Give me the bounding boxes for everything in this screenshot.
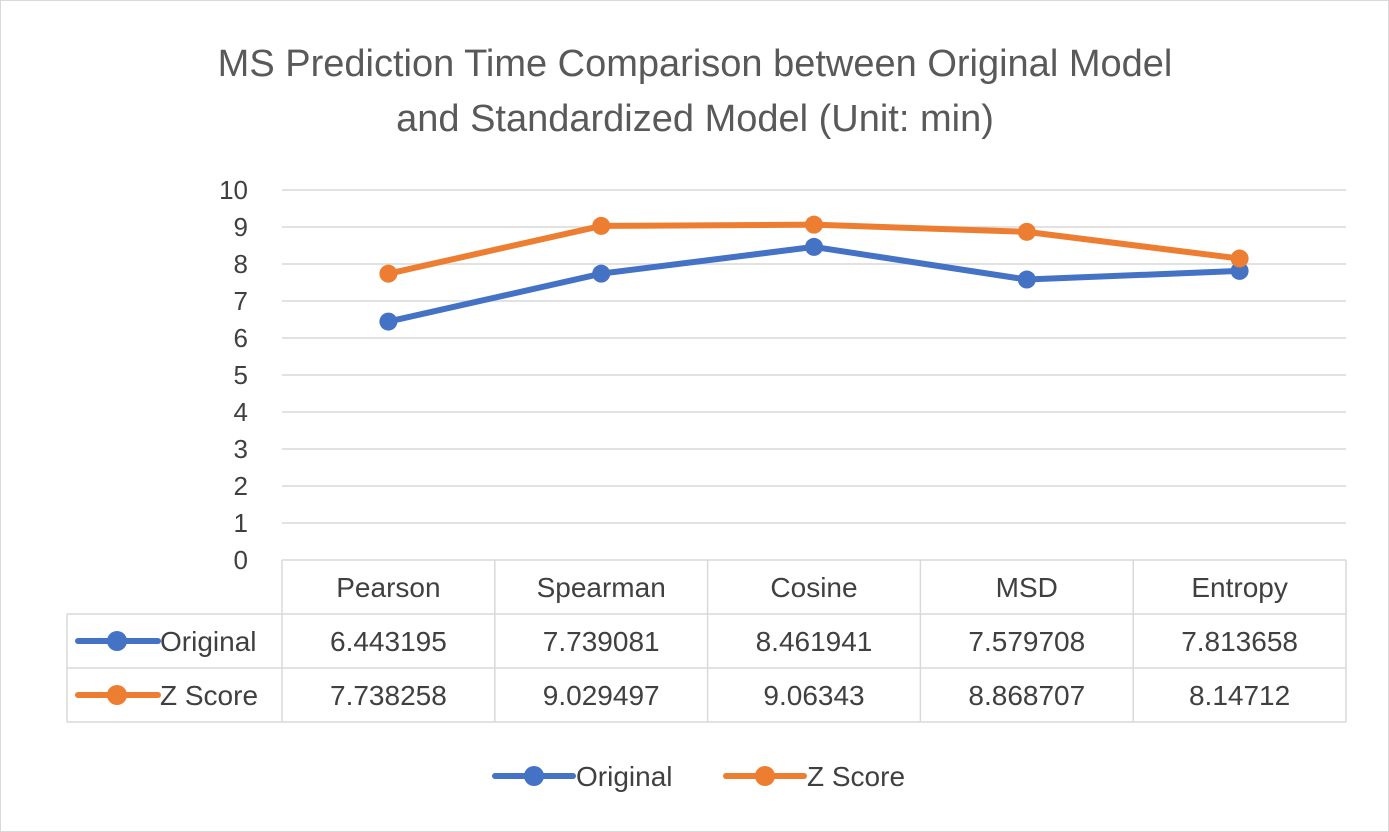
y-tick-label: 3 — [234, 434, 248, 464]
legend-key-marker — [107, 631, 127, 651]
data-point — [1017, 270, 1036, 289]
table-legend-key — [75, 631, 161, 651]
data-table: Pearson Spearman Cosine MSD Entropy Original 6… — [66, 559, 1347, 723]
table-value-cell: 7.738258 — [330, 680, 447, 711]
table-legend-key — [75, 685, 161, 705]
y-tick-label: 7 — [234, 286, 248, 316]
data-point — [1017, 222, 1036, 241]
category-label: MSD — [996, 572, 1058, 603]
data-point — [379, 264, 398, 283]
category-label: Entropy — [1191, 572, 1288, 603]
table-value-cell: 7.813658 — [1181, 626, 1298, 657]
table-value-cell: 8.868707 — [968, 680, 1085, 711]
y-tick-label: 9 — [234, 212, 248, 242]
legend-item: Original — [492, 761, 672, 792]
y-tick-label: 8 — [234, 249, 248, 279]
table-series-name: Original — [160, 626, 256, 657]
legend-key-marker — [107, 685, 127, 705]
y-tick-label: 1 — [234, 508, 248, 538]
table-value-cell: 7.579708 — [968, 626, 1085, 657]
series-lines — [379, 215, 1249, 331]
table-value-cell: 6.443195 — [330, 626, 447, 657]
y-tick-label: 2 — [234, 471, 248, 501]
legend-item: Z Score — [723, 761, 905, 792]
chart-title-line-2: and Standardized Model (Unit: min) — [396, 98, 994, 140]
legend-label: Original — [576, 761, 672, 792]
y-tick-label: 10 — [219, 175, 248, 205]
table-value-cell: 9.06343 — [763, 680, 864, 711]
data-point — [592, 264, 611, 283]
data-point — [805, 215, 823, 234]
y-tick-label: 4 — [234, 397, 248, 427]
category-label: Spearman — [537, 572, 666, 603]
table-value-cell: 7.739081 — [543, 626, 660, 657]
chart-title-line-1: MS Prediction Time Comparison between Or… — [218, 43, 1173, 85]
legend-marker — [755, 766, 775, 786]
category-label: Cosine — [770, 572, 857, 603]
data-point — [379, 312, 398, 331]
data-point — [1230, 261, 1249, 280]
data-point — [1230, 249, 1249, 268]
legend: Original Z Score — [492, 761, 905, 792]
category-label: Pearson — [336, 572, 440, 603]
table-value-cell: 9.029497 — [543, 680, 660, 711]
y-axis-ticks: 0 1 2 3 4 5 6 7 8 9 10 — [219, 175, 248, 575]
y-tick-label: 5 — [234, 360, 248, 390]
legend-label: Z Score — [807, 761, 905, 792]
y-tick-label: 6 — [234, 323, 248, 353]
table-value-cell: 8.14712 — [1189, 680, 1290, 711]
legend-marker — [524, 766, 544, 786]
table-series-name: Z Score — [160, 680, 258, 711]
data-point — [592, 216, 611, 235]
y-tick-label: 0 — [234, 545, 248, 575]
data-point — [805, 237, 823, 256]
series-line-original — [385, 243, 1243, 325]
table-value-cell: 8.461941 — [756, 626, 873, 657]
